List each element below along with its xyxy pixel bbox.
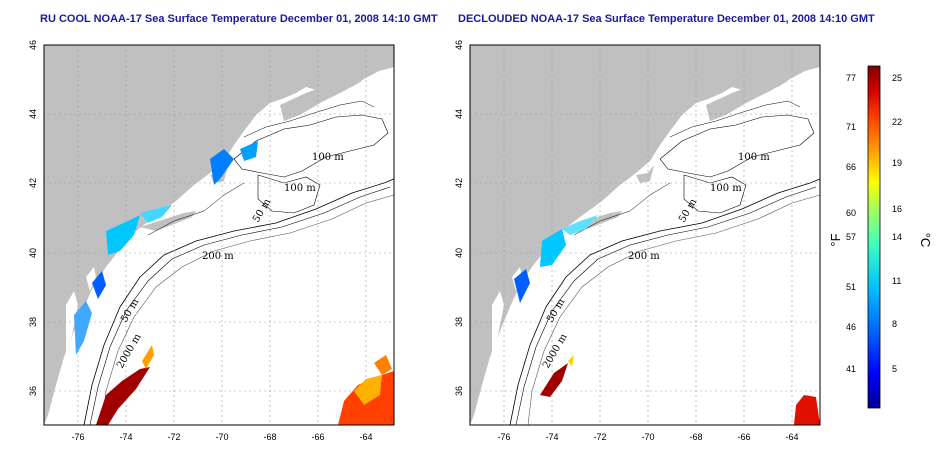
colorbar-f-tick: 71 <box>846 122 856 132</box>
colorbar-c-tick: 22 <box>892 117 902 127</box>
lat-tick-label: 46 <box>28 40 38 50</box>
lat-tick-label: 38 <box>454 317 464 327</box>
colorbar-f-tick: 60 <box>846 208 856 218</box>
colorbar-c-tick: 19 <box>892 158 902 168</box>
lon-tick-label: -76 <box>71 432 84 442</box>
lon-tick-label: -70 <box>215 432 228 442</box>
lon-tick-label: -72 <box>167 432 180 442</box>
lon-tick-label: -70 <box>641 432 654 442</box>
colorbar-c-tick: 16 <box>892 204 902 214</box>
colorbar-c-tick: 11 <box>892 276 901 286</box>
lat-tick-label: 40 <box>28 248 38 258</box>
colorbar-f-tick: 51 <box>846 282 856 292</box>
colorbar-c-tick: 5 <box>892 364 897 374</box>
lon-tick-label: -74 <box>545 432 558 442</box>
left-map: 100 m 100 m 50 m 200 m 50 m 2000 m <box>43 44 395 426</box>
colorbar-gradient <box>867 65 881 409</box>
colorbar-f-tick: 77 <box>846 73 856 83</box>
lat-tick-label: 42 <box>28 178 38 188</box>
lon-tick-label: -72 <box>593 432 606 442</box>
contour-label-100m-b: 100 m <box>284 183 316 194</box>
lat-tick-label: 44 <box>454 109 464 119</box>
right-panel-title: DECLOUDED NOAA-17 Sea Surface Temperatur… <box>458 13 875 25</box>
contour-label-100m-a: 100 m <box>312 152 344 163</box>
lon-tick-label: -74 <box>119 432 132 442</box>
lon-tick-label: -68 <box>263 432 276 442</box>
right-axis-ticks: 46 44 42 40 38 36 -76 -74 -72 -70 -68 -66 -64 <box>454 40 799 442</box>
colorbar: 77 71 66 60 57 51 46 41 25 22 19 16 14 11 8 5 °F °C <box>828 65 933 409</box>
lon-tick-label: -64 <box>359 432 372 442</box>
colorbar-unit-f: °F <box>828 233 843 246</box>
contour-label-200m: 200 m <box>202 251 234 262</box>
lon-tick-label: -68 <box>689 432 702 442</box>
lat-tick-label: 44 <box>28 109 38 119</box>
colorbar-c-tick: 8 <box>892 319 897 329</box>
lon-tick-label: -66 <box>311 432 324 442</box>
lat-tick-label: 46 <box>454 40 464 50</box>
lat-tick-label: 36 <box>454 386 464 396</box>
lon-tick-label: -64 <box>785 432 798 442</box>
contour-label-200m-right: 200 m <box>628 251 660 262</box>
lon-tick-label: -76 <box>497 432 510 442</box>
colorbar-f-tick: 57 <box>846 232 856 242</box>
colorbar-unit-c: °C <box>918 233 933 248</box>
colorbar-f-tick: 41 <box>846 364 856 374</box>
colorbar-c-tick: 25 <box>892 73 902 83</box>
colorbar-c-ticks: 25 22 19 16 14 11 8 5 <box>892 73 902 374</box>
colorbar-f-ticks: 77 71 66 60 57 51 46 41 <box>846 73 856 374</box>
lat-tick-label: 36 <box>28 386 38 396</box>
left-panel-title: RU COOL NOAA-17 Sea Surface Temperature … <box>40 13 438 25</box>
lat-tick-label: 38 <box>28 317 38 327</box>
lon-tick-label: -66 <box>737 432 750 442</box>
contour-label-100m-a-right: 100 m <box>738 152 770 163</box>
colorbar-f-tick: 66 <box>846 162 856 172</box>
lat-tick-label: 42 <box>454 178 464 188</box>
colorbar-f-tick: 46 <box>846 322 856 332</box>
contour-label-100m-b-right: 100 m <box>710 183 742 194</box>
lat-tick-label: 40 <box>454 248 464 258</box>
right-map: 100 m 100 m 50 m 200 m 50 m 2000 m <box>469 44 821 426</box>
left-axis-ticks: 46 44 42 40 38 36 -76 -74 -72 -70 -68 -66 -64 <box>28 40 373 442</box>
colorbar-c-tick: 14 <box>892 232 902 242</box>
